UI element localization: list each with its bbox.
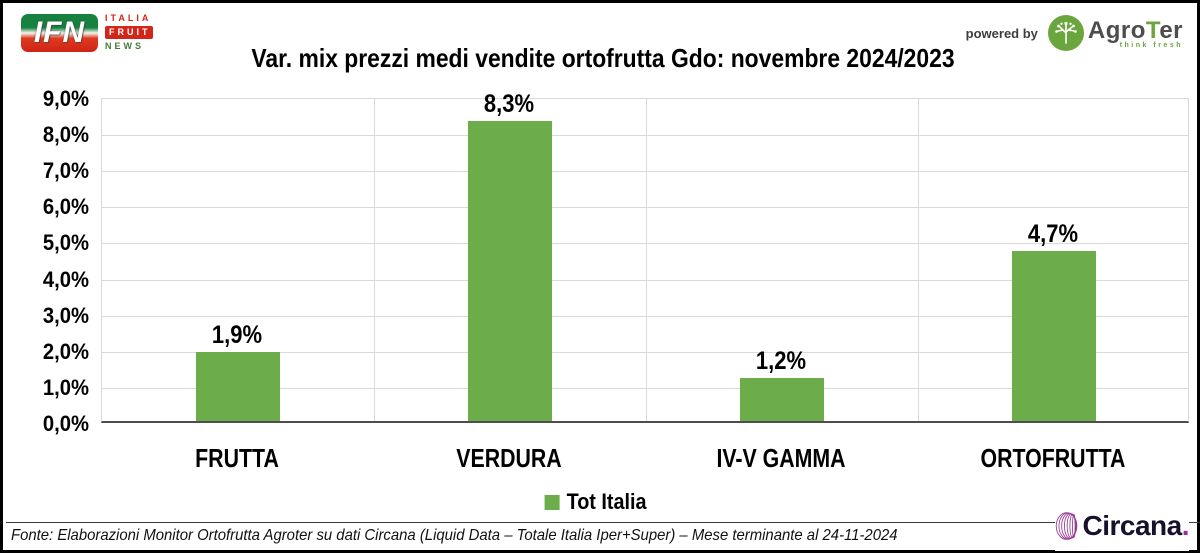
gridline-8,0%: [102, 135, 1188, 137]
ifn-logo-wordmark: ITALIA FRUIT NEWS: [105, 13, 153, 52]
category-separator: [646, 99, 647, 421]
category-label-ortofrutta: ORTOFRUTTA: [980, 443, 1126, 473]
y-tick-9,0%: 9,0%: [42, 86, 89, 111]
agroter-tree-icon: [1047, 15, 1084, 51]
y-tick-1,0%: 1,0%: [42, 374, 89, 400]
bar-iv-v-gamma: [740, 377, 824, 421]
gridline-7,0%: [102, 171, 1188, 173]
y-tick-3,0%: 3,0%: [42, 302, 89, 328]
footer-divider: [6, 522, 1200, 523]
gridline-5,0%: [102, 243, 1188, 245]
y-tick-5,0%: 5,0%: [42, 230, 89, 256]
y-tick-2,0%: 2,0%: [42, 338, 89, 364]
y-tick-8,0%: 8,0%: [42, 122, 89, 148]
ifn-word-italia: ITALIA: [105, 13, 152, 23]
agroter-wordmark: AgroTer think fresh: [1087, 16, 1183, 49]
value-label-iv-v-gamma: 1,2%: [755, 346, 807, 375]
bar-frutta: [196, 352, 280, 421]
y-tick-0,0%: 0,0%: [42, 411, 89, 436]
category-separator: [918, 99, 919, 421]
circana-wordmark: Circana.: [1082, 509, 1190, 541]
source-note: Fonte: Elaborazioni Monitor Ortofrutta A…: [11, 527, 898, 544]
chart-title: Var. mix prezzi medi vendite ortofrutta …: [251, 43, 955, 73]
agroter-tagline: think fresh: [1119, 41, 1183, 49]
ifn-logo-acronym: IFN: [33, 15, 86, 49]
ifn-logo-box: IFN: [21, 13, 98, 52]
gridline-4,0%: [102, 279, 1188, 281]
powered-by-block: powered by: [966, 15, 1183, 51]
value-label-verdura: 8,3%: [483, 90, 535, 119]
category-separator: [374, 99, 375, 421]
agroter-name: AgroTer: [1087, 16, 1183, 44]
bar-ortofrutta: [1012, 251, 1096, 421]
agroter-logo: AgroTer think fresh: [1047, 15, 1183, 51]
ifn-word-fruit: FRUIT: [105, 26, 153, 39]
gridline-6,0%: [102, 207, 1188, 209]
legend-label: Tot Italia: [566, 489, 647, 514]
y-tick-6,0%: 6,0%: [42, 194, 89, 220]
ifn-word-news: NEWS: [105, 41, 144, 51]
gridline-3,0%: [102, 315, 1188, 317]
y-tick-4,0%: 4,0%: [42, 266, 89, 292]
bar-verdura: [468, 121, 552, 421]
plot-area: [101, 98, 1189, 423]
gridline-1,0%: [102, 387, 1188, 389]
legend-swatch-tot-italia: [544, 494, 560, 510]
y-tick-7,0%: 7,0%: [42, 158, 89, 184]
circana-logo: Circana.: [1055, 500, 1190, 551]
value-label-frutta: 1,9%: [211, 321, 263, 350]
powered-by-label: powered by: [965, 25, 1038, 41]
legend: Tot Italia: [544, 489, 656, 515]
value-label-ortofrutta: 4,7%: [1027, 220, 1079, 249]
ifn-logo: IFN ITALIA FRUIT NEWS: [21, 13, 153, 52]
circana-rings-icon: [1055, 511, 1078, 540]
category-label-frutta: FRUTTA: [195, 443, 279, 473]
gridline-2,0%: [102, 351, 1188, 353]
category-label-iv-v-gamma: IV-V GAMMA: [716, 443, 846, 473]
category-label-verdura: VERDURA: [456, 443, 562, 473]
